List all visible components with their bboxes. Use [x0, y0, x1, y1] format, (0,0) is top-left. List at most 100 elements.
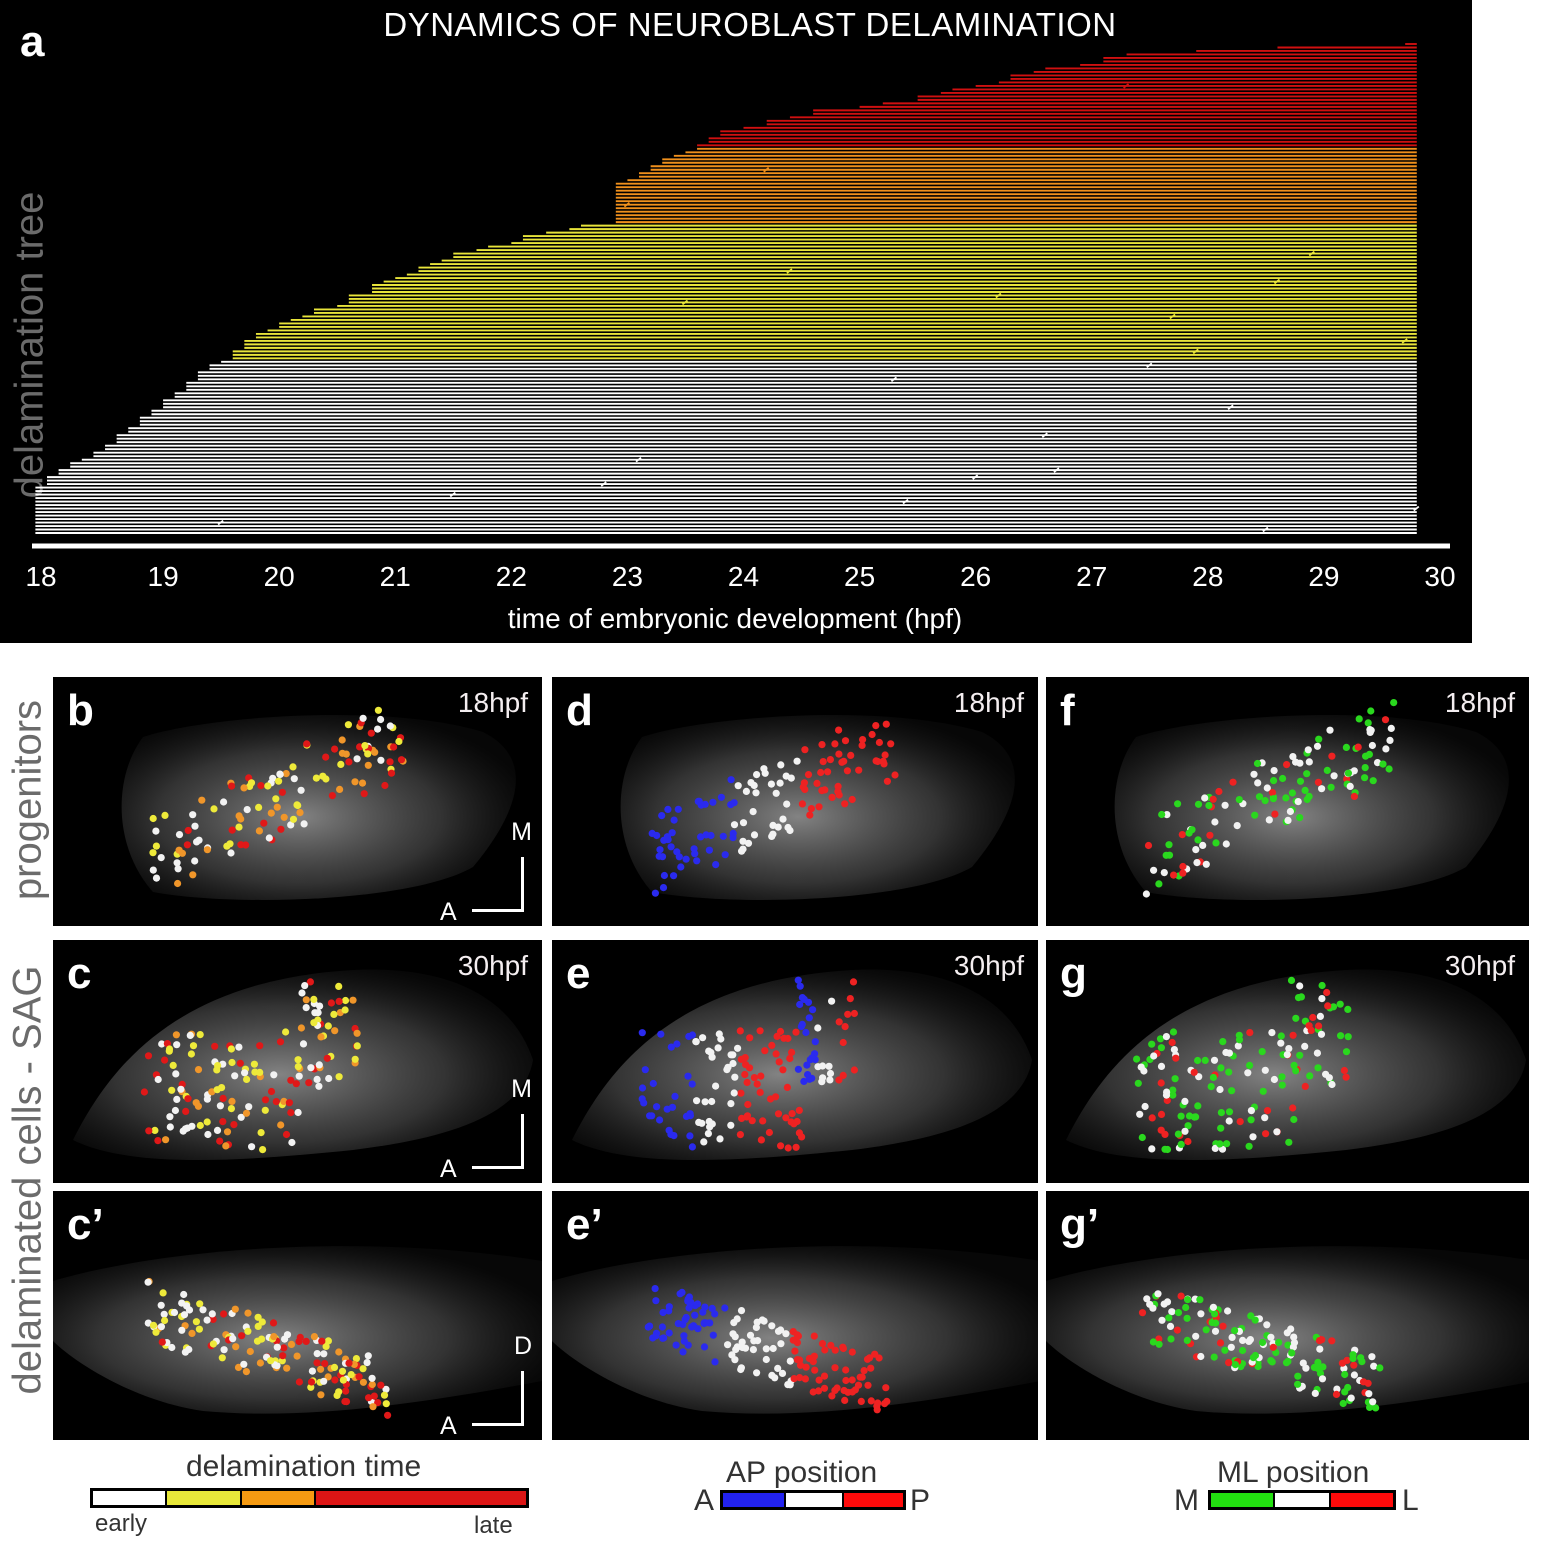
- cell-dot: [687, 1298, 695, 1307]
- cell-dot: [344, 721, 352, 729]
- x-tick-label: 27: [1076, 561, 1107, 592]
- cell-dot: [154, 1075, 162, 1084]
- cell-dot: [1225, 1359, 1233, 1367]
- cell-dot: [653, 1103, 661, 1111]
- cell-dot: [273, 803, 281, 811]
- cell-dot: [1364, 719, 1372, 727]
- cell-dot: [814, 1024, 822, 1032]
- cell-dot: [184, 1095, 192, 1103]
- cell-dot: [300, 820, 308, 828]
- cell-dot: [677, 863, 685, 871]
- cell-dot: [705, 1117, 713, 1126]
- cell-dot: [1179, 862, 1187, 871]
- cell-dot: [1337, 1032, 1345, 1040]
- cell-dot: [364, 1352, 372, 1360]
- legend-swatch: [242, 1491, 316, 1505]
- cell-dot: [149, 1321, 158, 1329]
- cell-dot: [780, 1034, 788, 1042]
- legend-color-bar: [1208, 1490, 1396, 1510]
- cell-dot: [1170, 871, 1178, 879]
- timepoint-label: 30hpf: [1444, 950, 1515, 981]
- cell-dot: [772, 1093, 780, 1101]
- cell-dot: [316, 1002, 324, 1010]
- cell-dot: [714, 1044, 722, 1052]
- cell-dot: [188, 1122, 196, 1130]
- cell-dot: [1194, 836, 1202, 844]
- cell-dot: [787, 1118, 795, 1126]
- cell-dot: [1157, 1126, 1165, 1134]
- cell-dot: [819, 1062, 827, 1070]
- cell-dot: [741, 1054, 749, 1062]
- cell-dot: [214, 1062, 222, 1070]
- cell-dot: [181, 1125, 190, 1133]
- cell-dot: [762, 1355, 770, 1364]
- row-label-progenitors: progenitors: [5, 699, 50, 901]
- cell-dot: [1261, 797, 1269, 805]
- cell-dot: [276, 770, 284, 778]
- cell-dot: [1314, 1358, 1322, 1366]
- cell-dot: [789, 1336, 797, 1344]
- cell-dot: [294, 1108, 302, 1117]
- cell-dot: [1225, 1117, 1233, 1125]
- cell-dot: [702, 1319, 710, 1327]
- cell-dot: [1194, 1056, 1202, 1065]
- cell-dot: [1261, 1066, 1269, 1074]
- cell-dot: [1263, 1107, 1272, 1115]
- cell-dot: [753, 1080, 761, 1088]
- cell-dot: [1294, 994, 1303, 1002]
- cell-dot: [1349, 1351, 1357, 1359]
- branch-point: [1401, 338, 1408, 344]
- cell-dot: [716, 1135, 724, 1143]
- cell-dot: [1361, 764, 1369, 772]
- cell-dot: [209, 1340, 217, 1348]
- cell-dot: [1149, 1338, 1157, 1346]
- legend-end-label: L: [1402, 1484, 1419, 1517]
- cell-dot: [331, 1376, 339, 1384]
- cell-dot: [673, 848, 681, 856]
- cell-dot: [397, 756, 406, 764]
- legend-swatch: [1331, 1493, 1393, 1507]
- cell-dot: [1251, 811, 1259, 819]
- cell-dot: [1192, 846, 1200, 854]
- cell-dot: [835, 726, 843, 734]
- cell-dot: [295, 1072, 303, 1080]
- cell-dot: [818, 1078, 826, 1086]
- cell-dot: [246, 1347, 254, 1356]
- cell-dot: [774, 1364, 782, 1372]
- cell-dot: [792, 1143, 800, 1151]
- cell-dot: [256, 1042, 264, 1050]
- cell-dot: [1254, 1362, 1262, 1371]
- cell-dots: [149, 706, 407, 888]
- cell-dot: [648, 1112, 656, 1120]
- cell-dot: [322, 753, 330, 761]
- cell-dot: [227, 1045, 235, 1053]
- cell-dot: [882, 720, 890, 728]
- cell-dot: [1184, 1296, 1192, 1304]
- axis-label-vertical: M: [511, 818, 532, 846]
- cell-dot: [294, 1063, 302, 1071]
- cell-dot: [1283, 761, 1291, 769]
- cell-dot: [208, 1088, 216, 1096]
- cell-dot: [1268, 789, 1277, 797]
- cell-dot: [152, 874, 161, 882]
- cell-dot: [797, 1022, 805, 1031]
- cell-dot: [875, 738, 883, 747]
- cell-dot: [151, 1126, 159, 1134]
- cell-dot: [1318, 981, 1326, 990]
- microscopy-image: [1066, 969, 1526, 1160]
- cell-dot: [1202, 1326, 1210, 1334]
- cell-dot: [278, 788, 286, 796]
- cell-dot: [658, 853, 667, 861]
- cell-dot: [670, 872, 678, 880]
- cell-dot: [1217, 1124, 1225, 1132]
- cell-dot: [386, 758, 394, 766]
- cell-dot: [182, 1107, 190, 1115]
- cell-dot: [336, 785, 344, 793]
- cell-dot: [312, 774, 320, 782]
- panel-a-delamination-tree: a DYNAMICS OF NEUROBLAST DELAMINATION 18…: [0, 0, 1472, 643]
- cell-dot: [875, 1354, 883, 1362]
- chart-title: DYNAMICS OF NEUROBLAST DELAMINATION: [383, 6, 1117, 43]
- panel-letter-e: e: [566, 949, 591, 998]
- cell-dot: [752, 789, 760, 797]
- cell-dot: [1296, 814, 1304, 822]
